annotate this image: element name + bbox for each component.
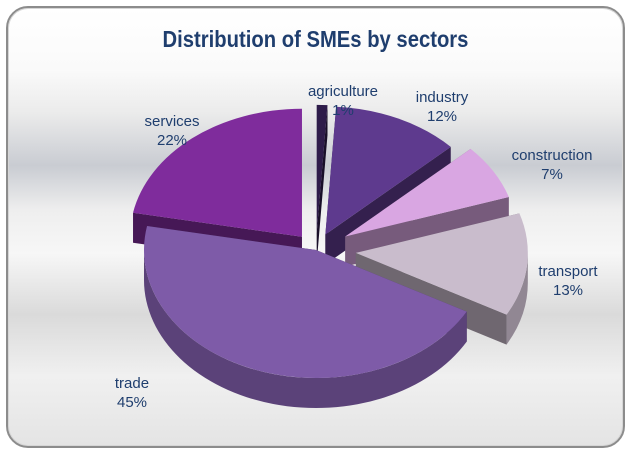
label-agriculture: agriculture [308, 83, 378, 100]
value-label-construction: 7% [541, 166, 563, 183]
chart-title: Distribution of SMEs by sectors [162, 26, 469, 52]
value-label-transport: 13% [553, 282, 583, 299]
label-construction: construction [512, 147, 593, 164]
slice-trade [143, 226, 467, 408]
slice-agriculture [316, 104, 328, 263]
value-label-agriculture: 1% [332, 102, 354, 119]
label-services: services [144, 113, 199, 130]
label-industry: industry [416, 89, 469, 106]
label-trade: trade [115, 375, 149, 392]
value-label-trade: 45% [117, 394, 147, 411]
value-label-services: 22% [157, 132, 187, 149]
value-label-industry: 12% [427, 108, 457, 125]
label-transport: transport [538, 263, 598, 280]
